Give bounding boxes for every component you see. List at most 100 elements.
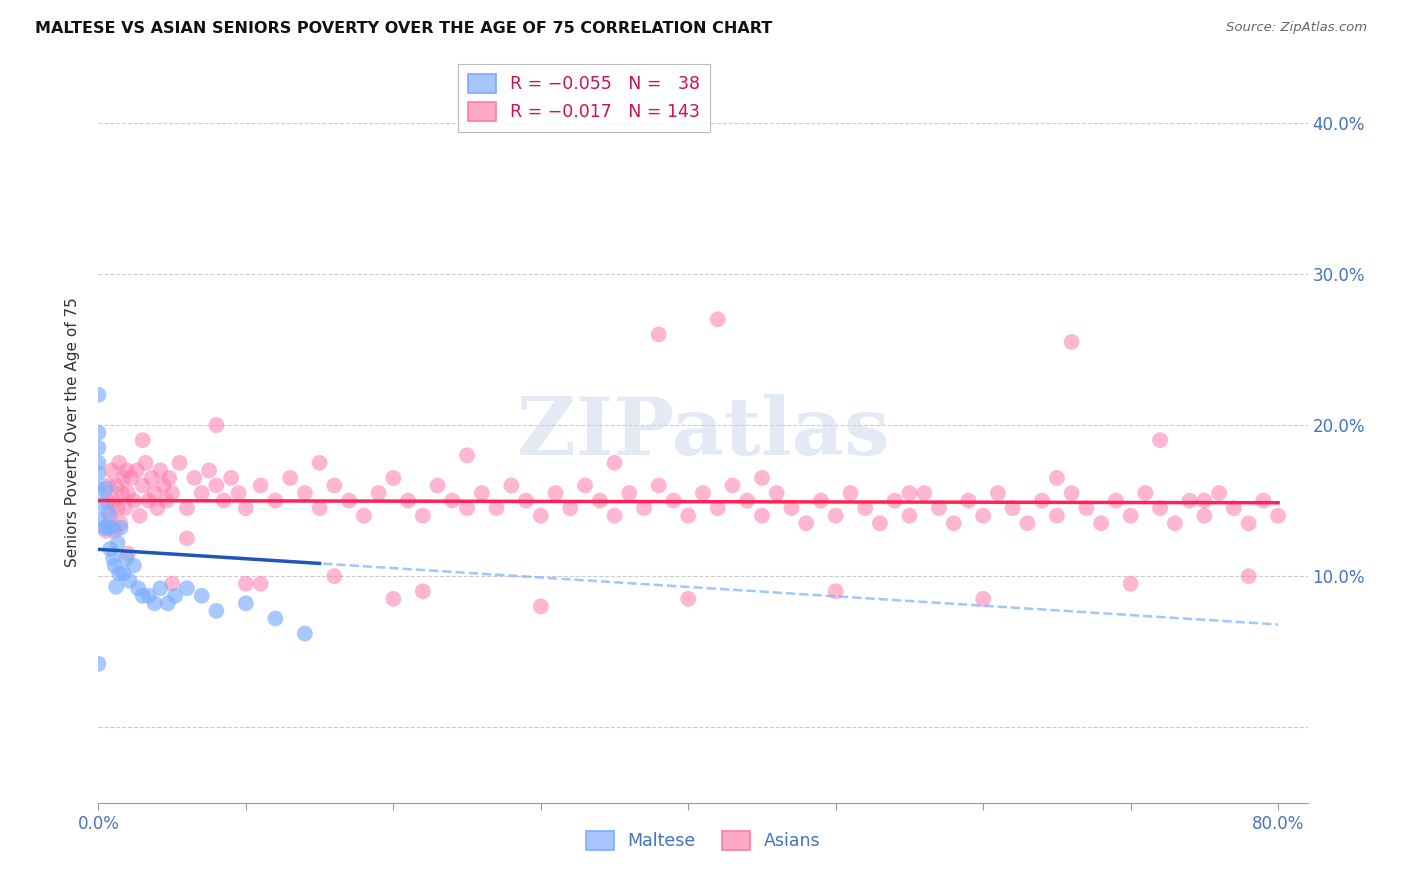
Point: [1046, 471, 1069, 485]
Point: [110, 521, 132, 535]
Point: [308, 456, 330, 470]
Point: [190, 486, 212, 500]
Point: [105, 478, 128, 492]
Point: [294, 486, 316, 500]
Point: [648, 478, 671, 492]
Point: [323, 569, 346, 583]
Point: [128, 508, 150, 523]
Point: [117, 486, 139, 500]
Point: [264, 611, 287, 625]
Point: [530, 599, 553, 614]
Point: [574, 478, 596, 492]
Point: [1046, 508, 1069, 523]
Point: [382, 591, 405, 606]
Point: [141, 471, 163, 485]
Point: [1267, 508, 1289, 523]
Point: [87, 467, 110, 481]
Point: [94, 524, 117, 538]
Point: [165, 589, 187, 603]
Point: [98, 541, 121, 556]
Point: [101, 493, 124, 508]
Point: [97, 506, 120, 520]
Point: [987, 486, 1010, 500]
Point: [1076, 501, 1098, 516]
Point: [501, 478, 523, 492]
Point: [471, 486, 494, 500]
Point: [143, 486, 166, 500]
Point: [131, 478, 153, 492]
Point: [824, 584, 846, 599]
Point: [367, 486, 389, 500]
Point: [735, 493, 758, 508]
Point: [176, 532, 198, 546]
Point: [176, 581, 198, 595]
Point: [96, 493, 118, 508]
Point: [138, 589, 160, 603]
Point: [87, 441, 110, 455]
Point: [648, 327, 671, 342]
Point: [108, 456, 131, 470]
Point: [228, 486, 250, 500]
Point: [678, 591, 700, 606]
Point: [912, 486, 935, 500]
Point: [883, 493, 905, 508]
Point: [633, 501, 655, 516]
Point: [515, 493, 537, 508]
Point: [1194, 508, 1216, 523]
Point: [156, 596, 179, 610]
Point: [160, 576, 183, 591]
Point: [183, 471, 205, 485]
Point: [91, 497, 114, 511]
Point: [972, 591, 994, 606]
Point: [412, 508, 434, 523]
Point: [678, 508, 700, 523]
Point: [560, 501, 582, 516]
Point: [190, 589, 212, 603]
Point: [176, 501, 198, 516]
Point: [205, 604, 228, 618]
Point: [662, 493, 685, 508]
Point: [205, 418, 228, 433]
Point: [721, 478, 744, 492]
Point: [87, 456, 110, 470]
Point: [456, 448, 478, 462]
Point: [485, 501, 508, 516]
Point: [118, 574, 141, 588]
Point: [122, 558, 145, 573]
Point: [780, 501, 803, 516]
Point: [219, 471, 242, 485]
Point: [157, 471, 180, 485]
Point: [692, 486, 714, 500]
Point: [212, 493, 235, 508]
Point: [441, 493, 464, 508]
Point: [107, 501, 129, 516]
Point: [1194, 493, 1216, 508]
Point: [120, 471, 142, 485]
Point: [143, 596, 166, 610]
Point: [1119, 576, 1142, 591]
Point: [100, 463, 122, 477]
Point: [589, 493, 612, 508]
Legend: Maltese, Asians: Maltese, Asians: [579, 824, 827, 857]
Point: [1149, 433, 1171, 447]
Text: ZIPatlas: ZIPatlas: [517, 393, 889, 472]
Point: [96, 521, 118, 535]
Point: [97, 478, 120, 492]
Point: [111, 486, 134, 500]
Point: [131, 589, 153, 603]
Y-axis label: Seniors Poverty Over the Age of 75: Seniors Poverty Over the Age of 75: [65, 298, 80, 567]
Point: [198, 463, 221, 477]
Point: [249, 478, 271, 492]
Point: [1253, 493, 1275, 508]
Point: [235, 596, 257, 610]
Point: [160, 486, 183, 500]
Point: [810, 493, 832, 508]
Point: [1060, 486, 1083, 500]
Point: [108, 566, 131, 581]
Point: [110, 516, 132, 531]
Point: [794, 516, 817, 531]
Point: [396, 493, 419, 508]
Point: [149, 581, 172, 595]
Point: [869, 516, 891, 531]
Point: [94, 482, 117, 496]
